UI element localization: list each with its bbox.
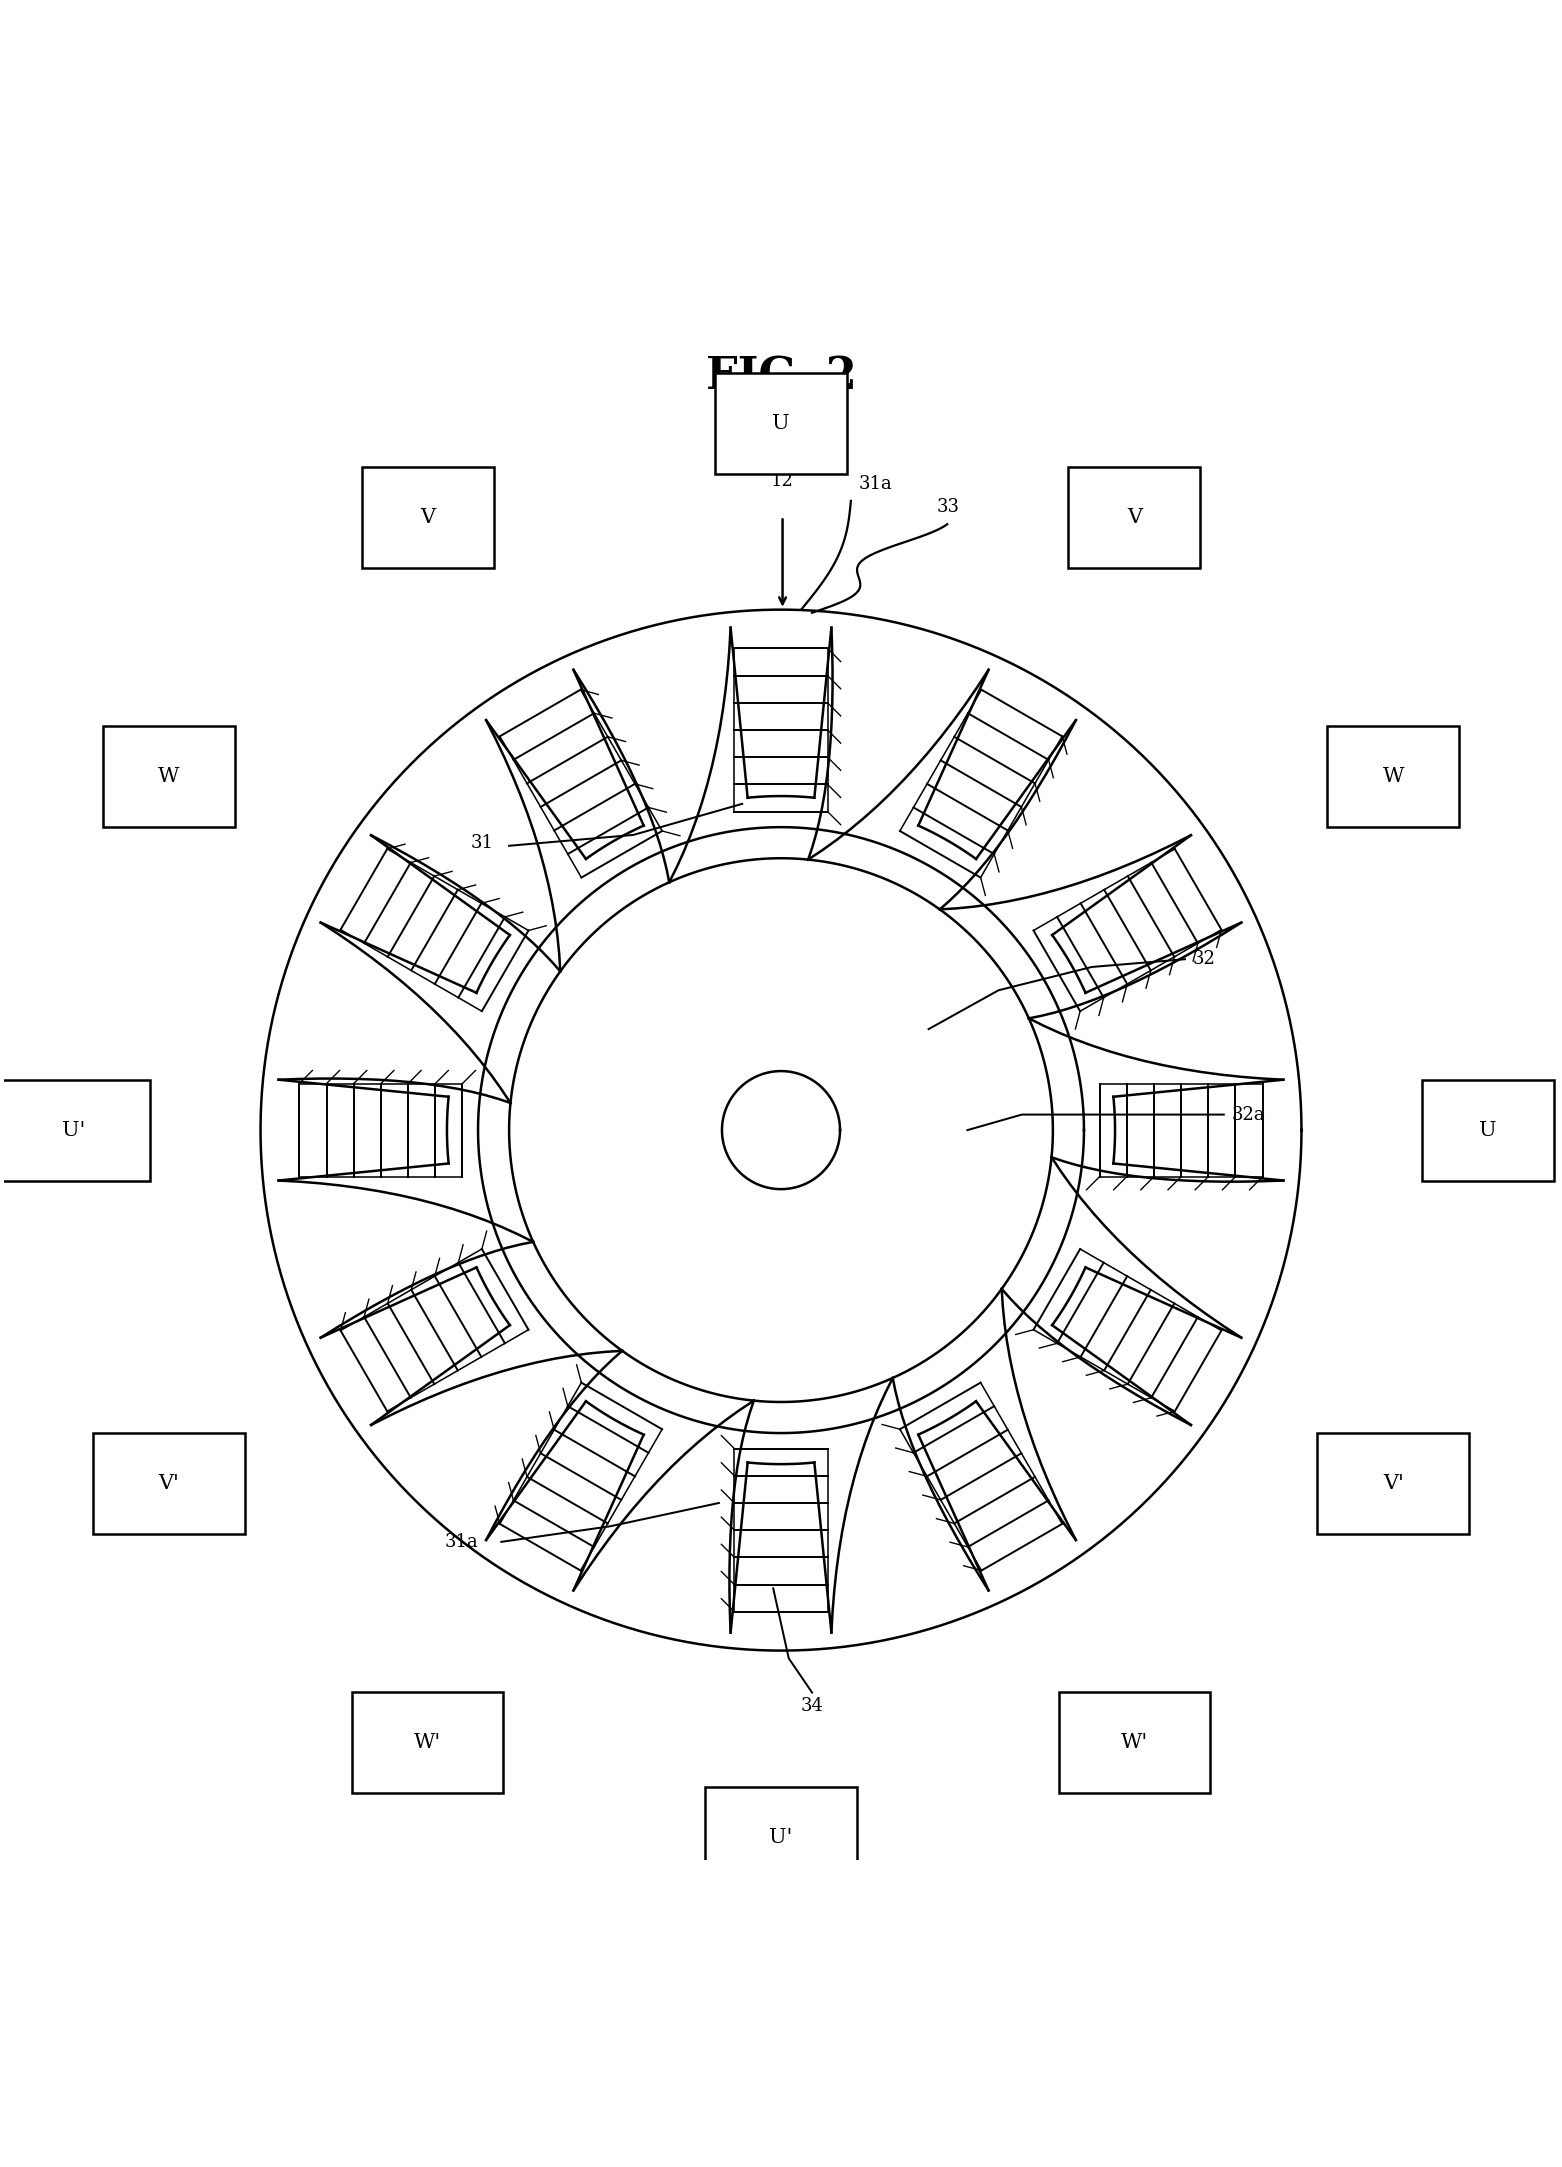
FancyBboxPatch shape [361, 468, 494, 568]
Text: 34: 34 [801, 1697, 823, 1716]
Text: 33: 33 [936, 498, 959, 516]
Text: U: U [772, 414, 790, 433]
Text: 32a: 32a [1231, 1105, 1265, 1123]
FancyBboxPatch shape [0, 1079, 150, 1181]
FancyBboxPatch shape [704, 1786, 858, 1887]
Text: U: U [1479, 1120, 1496, 1140]
Text: U': U' [62, 1120, 86, 1140]
Text: FIG. 2: FIG. 2 [706, 355, 856, 399]
Text: V: V [420, 509, 436, 527]
Text: W': W' [414, 1734, 440, 1751]
Text: 31: 31 [470, 834, 494, 852]
Text: 12: 12 [772, 472, 793, 490]
Text: 31a: 31a [444, 1532, 478, 1552]
FancyBboxPatch shape [1421, 1079, 1554, 1181]
Text: V': V' [158, 1474, 180, 1493]
FancyBboxPatch shape [103, 726, 234, 828]
FancyBboxPatch shape [1317, 1432, 1470, 1534]
FancyBboxPatch shape [351, 1692, 503, 1792]
Text: U': U' [770, 1827, 792, 1846]
Text: V': V' [1382, 1474, 1404, 1493]
FancyBboxPatch shape [1059, 1692, 1211, 1792]
FancyBboxPatch shape [1328, 726, 1459, 828]
Text: 31a: 31a [859, 475, 892, 494]
FancyBboxPatch shape [92, 1432, 245, 1534]
Text: 32: 32 [1193, 949, 1215, 969]
Text: V: V [1126, 509, 1142, 527]
FancyBboxPatch shape [715, 373, 847, 475]
Text: W: W [1382, 767, 1404, 787]
FancyBboxPatch shape [1068, 468, 1201, 568]
Text: W: W [158, 767, 180, 787]
Text: W': W' [1122, 1734, 1148, 1751]
